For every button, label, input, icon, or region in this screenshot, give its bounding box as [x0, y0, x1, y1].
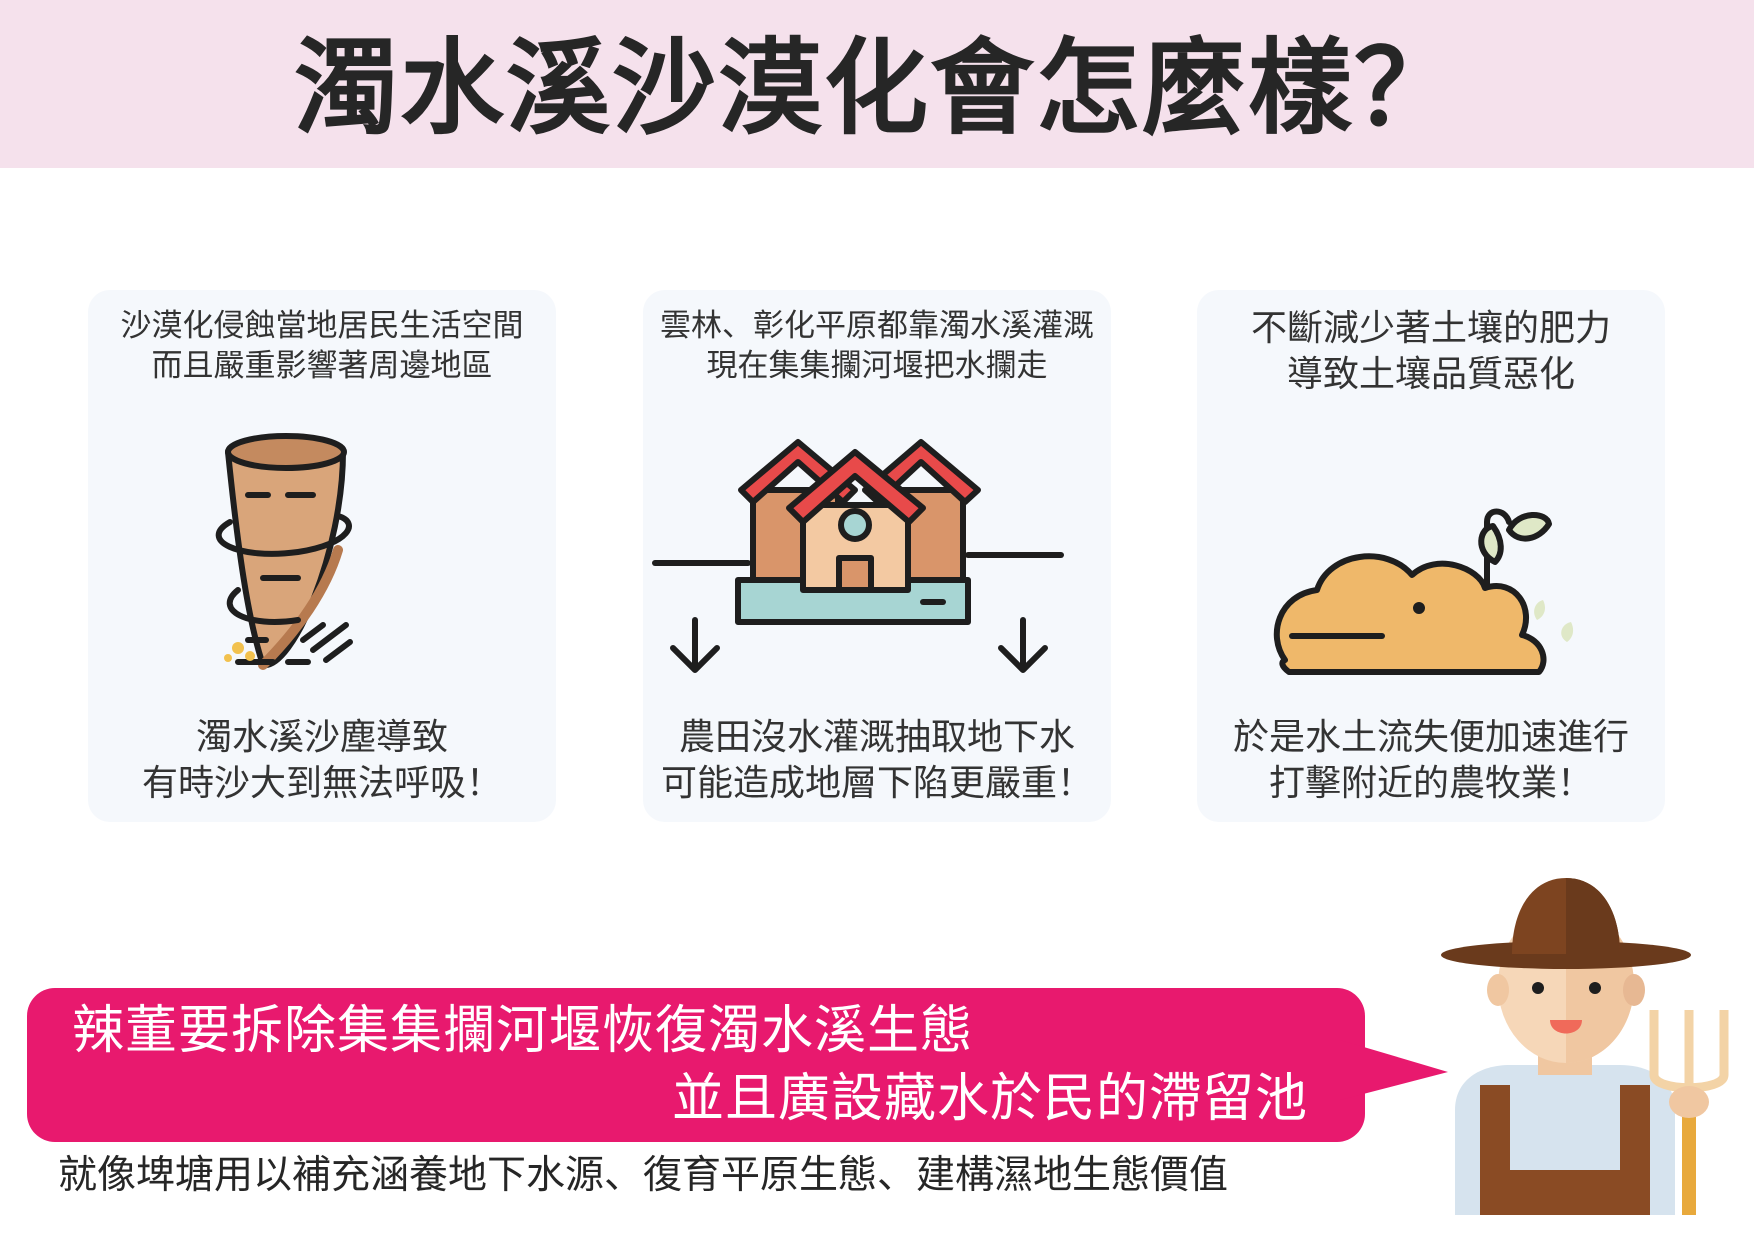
card-bottom-text: 農田沒水灌溉抽取地下水 可能造成地層下陷更嚴重！ — [649, 715, 1105, 807]
card-top-text: 不斷減少著土壤的肥力 導致土壤品質惡化 — [1207, 306, 1655, 398]
speech-line-1: 辣董要拆除集集攔河堰恢復濁水溪生態 — [72, 1001, 974, 1061]
card-top-line: 雲林、彰化平原都靠濁水溪灌溉 — [660, 308, 1094, 344]
speech-bubble — [27, 988, 1365, 1142]
card-soil: 不斷減少著土壤的肥力 導致土壤品質惡化 於是水土流失便加速進行 打擊附近的農牧業… — [1197, 290, 1665, 822]
card-top-line: 而且嚴重影響著周邊地區 — [151, 348, 493, 384]
card-desertification: 沙漠化侵蝕當地居民生活空間 而且嚴重影響著周邊地區 濁水溪沙塵導致 有時沙大到無… — [88, 290, 556, 822]
card-top-text: 雲林、彰化平原都靠濁水溪灌溉 現在集集攔河堰把水攔走 — [653, 306, 1101, 386]
sinking-houses-icon — [652, 439, 1064, 673]
page-title: 濁水溪沙漠化會怎麼樣？ — [293, 27, 1460, 149]
card-irrigation: 雲林、彰化平原都靠濁水溪灌溉 現在集集攔河堰把水攔走 農田沒 — [643, 290, 1111, 822]
card-bottom-line: 有時沙大到無法呼吸！ — [141, 763, 502, 804]
card-bottom-line: 於是水土流失便加速進行 — [1232, 717, 1629, 758]
card-top-text: 沙漠化侵蝕當地居民生活空間 而且嚴重影響著周邊地區 — [98, 306, 546, 386]
card-bottom-line: 農田沒水灌溉抽取地下水 — [678, 717, 1075, 758]
soil-sprout-icon — [1273, 508, 1574, 675]
card-bottom-line: 打擊附近的農牧業！ — [1268, 763, 1593, 804]
card-bottom-line: 濁水溪沙塵導致 — [195, 717, 448, 758]
card-top-line: 現在集集攔河堰把水攔走 — [706, 348, 1048, 384]
card-bottom-line: 可能造成地層下陷更嚴重！ — [660, 763, 1093, 804]
card-bottom-text: 於是水土流失便加速進行 打擊附近的農牧業！ — [1203, 715, 1659, 807]
speech-line-2: 並且廣設藏水於民的滯留池 — [672, 1069, 1309, 1129]
tornado-icon — [215, 433, 353, 670]
footnote-text: 就像埤塘用以補充涵養地下水源、復育平原生態、建構濕地生態價值 — [58, 1153, 1229, 1198]
card-top-line: 沙漠化侵蝕當地居民生活空間 — [120, 308, 524, 344]
card-bottom-text: 濁水溪沙塵導致 有時沙大到無法呼吸！ — [94, 715, 550, 807]
farmer-icon — [1441, 878, 1729, 1215]
speech-bubble-tail — [1340, 1040, 1448, 1100]
card-top-line: 不斷減少著土壤的肥力 — [1250, 308, 1611, 349]
card-top-line: 導致土壤品質惡化 — [1286, 354, 1575, 395]
title-banner — [0, 0, 1754, 168]
